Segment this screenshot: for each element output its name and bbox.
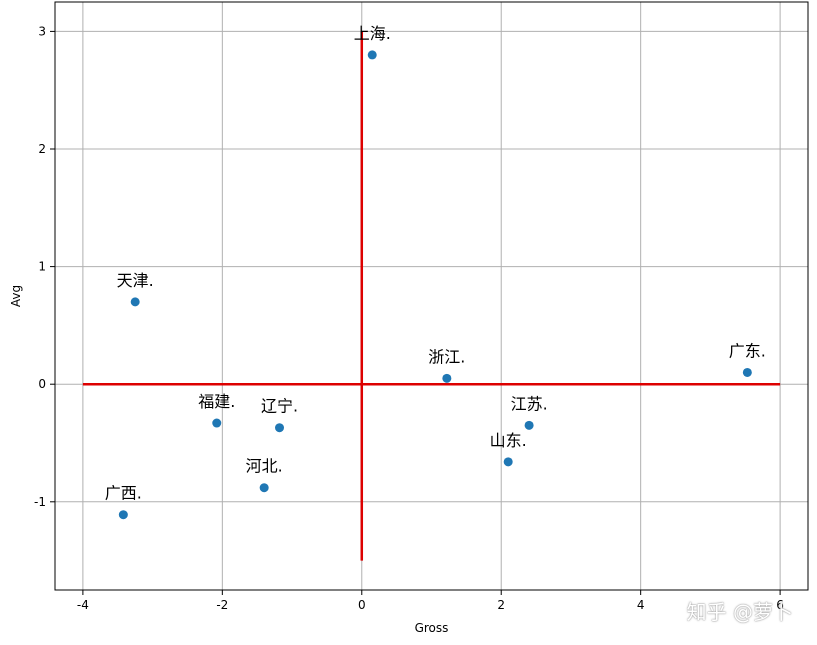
grid-lines [55,2,808,590]
data-point-label: 山东. [490,431,527,450]
watermark: 知乎 @萝卜 [686,600,793,624]
y-tick-label: 3 [38,24,46,38]
data-point [118,510,128,520]
data-point-label: 广西. [105,484,142,503]
x-tick-label: -2 [216,598,228,612]
data-point-label: 江苏. [511,394,548,413]
x-tick-label: -4 [77,598,89,612]
data-point-label: 河北. [246,457,283,476]
y-axis-ticks: -1 0 1 2 3 [34,24,55,509]
data-point-label: 上海. [354,24,391,43]
data-point [742,367,752,377]
plot-frame [54,1,809,591]
data-point [524,420,534,430]
data-point-label: 福建. [198,392,235,411]
data-point-label: 辽宁. [261,397,298,416]
x-tick-label: 2 [497,598,505,612]
point-labels: 上海. 天津. 浙江. 广东. 福建. 辽宁. 江苏. 山东. 河北. 广西. [105,24,766,503]
x-tick-label: 4 [637,598,645,612]
x-tick-label: 6 [776,598,784,612]
data-point [259,483,269,493]
x-axis-label: Gross [415,621,449,635]
y-axis-label: Avg [9,285,23,307]
data-points [118,50,752,520]
data-point [367,50,377,60]
data-point-label: 广东. [729,341,766,360]
reference-lines [82,31,781,561]
y-tick-label: -1 [34,495,46,509]
data-point [442,373,452,383]
data-point [275,423,285,433]
y-tick-label: 0 [38,377,46,391]
data-point [212,418,222,428]
data-point [503,457,513,467]
data-point-label: 浙江. [428,347,465,366]
data-point-label: 天津. [117,271,154,290]
y-tick-label: 1 [38,260,46,274]
x-axis-ticks: -4 -2 0 2 4 6 [77,590,784,612]
data-point [130,297,140,307]
y-tick-label: 2 [38,142,46,156]
x-tick-label: 0 [358,598,366,612]
